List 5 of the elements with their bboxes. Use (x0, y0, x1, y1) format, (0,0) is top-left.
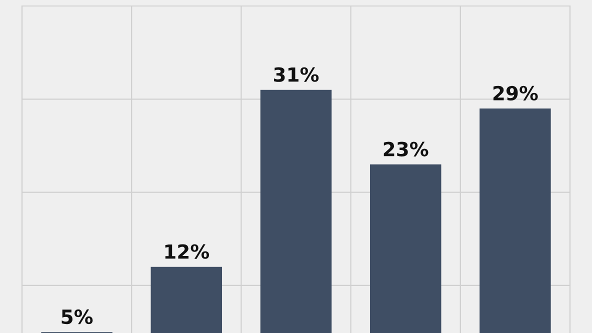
data-label: 5% (62, 309, 93, 324)
data-label: 12% (165, 244, 210, 259)
data-label: 31% (274, 67, 319, 82)
data-label: 29% (493, 86, 538, 101)
data-label: 23% (384, 142, 428, 156)
